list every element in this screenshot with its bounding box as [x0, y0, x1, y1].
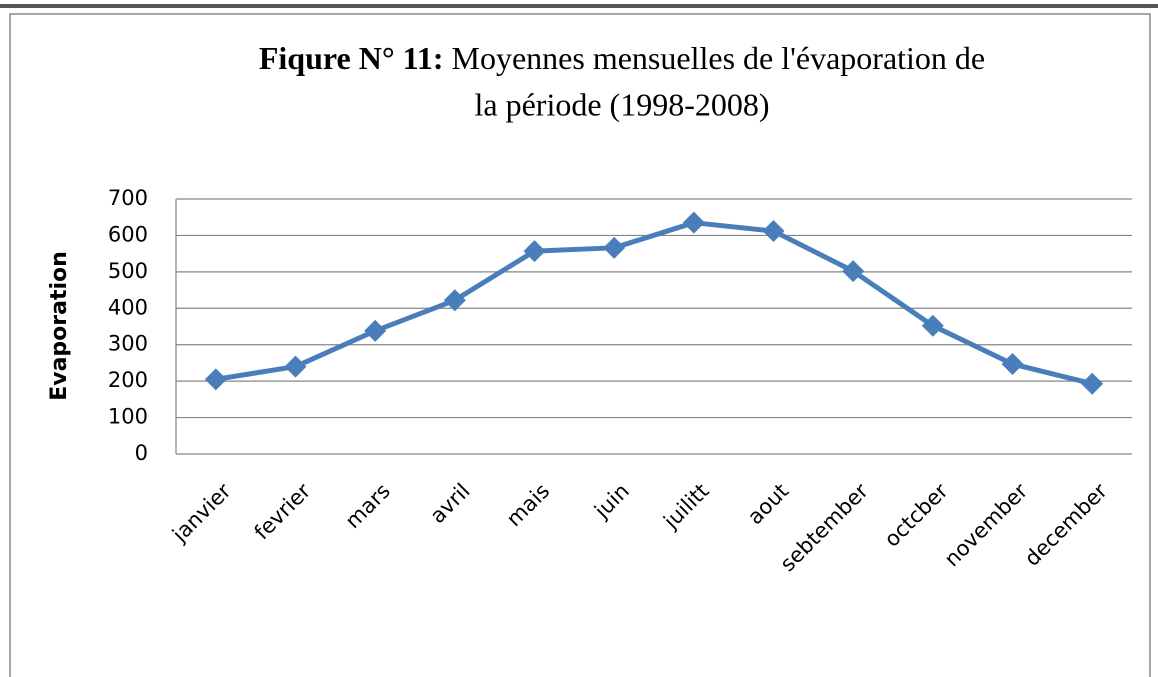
point-marker — [1001, 353, 1024, 376]
point-marker — [603, 236, 626, 259]
point-marker — [762, 220, 785, 243]
point-marker — [682, 211, 705, 234]
point-marker — [364, 319, 387, 342]
y-tick-label: 200 — [108, 368, 148, 392]
point-marker — [523, 240, 546, 263]
chart-title: Fiqure N° 11: Moyennes mensuelles de l'é… — [259, 40, 985, 76]
line-series — [215, 220, 1093, 387]
point-marker — [204, 368, 227, 391]
title-prefix: Fiqure N° 11: — [259, 40, 444, 76]
y-tick-label: 100 — [108, 405, 148, 429]
chart-frame — [9, 13, 1151, 677]
point-marker — [921, 314, 944, 337]
y-tick-label: 400 — [108, 295, 148, 319]
y-tick-label: 500 — [108, 259, 148, 283]
point-marker — [284, 355, 307, 378]
point-marker — [842, 260, 865, 283]
y-tick-label: 0 — [135, 441, 148, 465]
y-tick-label: 300 — [108, 332, 148, 356]
y-tick-label: 600 — [108, 222, 148, 246]
chart-title-line-2: la période (1998-2008) — [474, 86, 769, 122]
point-marker — [1081, 372, 1104, 395]
point-marker — [443, 289, 466, 312]
title-line: Moyennes mensuelles de l'évaporation de — [452, 40, 986, 76]
y-tick-label: 700 — [108, 186, 148, 210]
y-axis-label: Evaporation — [47, 251, 72, 401]
